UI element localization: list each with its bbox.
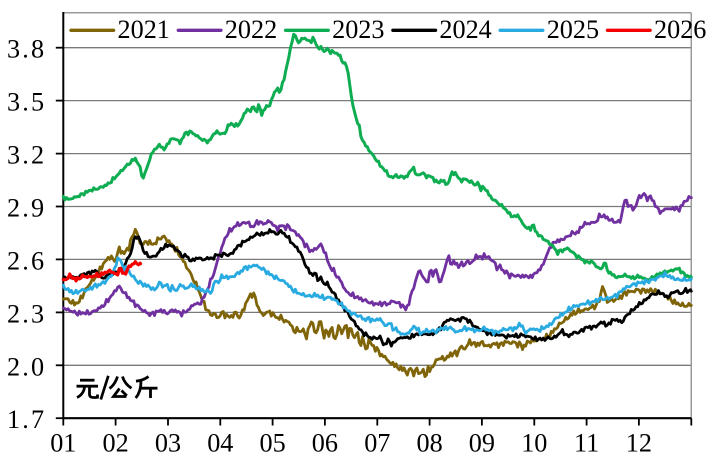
svg-text:2021: 2021 xyxy=(118,15,170,44)
svg-text:08: 08 xyxy=(417,429,443,458)
svg-text:1.7: 1.7 xyxy=(7,405,46,434)
svg-text:2025: 2025 xyxy=(547,15,599,44)
svg-text:11: 11 xyxy=(574,429,599,458)
svg-text:01: 01 xyxy=(50,429,76,458)
svg-text:3.5: 3.5 xyxy=(7,88,46,117)
svg-text:2.6: 2.6 xyxy=(7,246,46,275)
svg-text:04: 04 xyxy=(207,429,233,458)
svg-text:05: 05 xyxy=(260,429,286,458)
svg-text:03: 03 xyxy=(155,429,181,458)
svg-text:2.9: 2.9 xyxy=(7,194,46,223)
svg-text:2023: 2023 xyxy=(332,15,384,44)
svg-text:3.2: 3.2 xyxy=(7,141,46,170)
svg-text:2026: 2026 xyxy=(654,15,706,44)
svg-text:2024: 2024 xyxy=(439,15,491,44)
svg-text:2.0: 2.0 xyxy=(7,352,46,381)
svg-text:10: 10 xyxy=(521,429,547,458)
svg-text:06: 06 xyxy=(312,429,338,458)
svg-text:07: 07 xyxy=(364,429,390,458)
svg-text:12: 12 xyxy=(626,429,652,458)
svg-text:09: 09 xyxy=(469,429,495,458)
svg-text:2022: 2022 xyxy=(225,15,277,44)
svg-text:3.8: 3.8 xyxy=(7,35,46,64)
svg-text:2.3: 2.3 xyxy=(7,299,46,328)
svg-text:02: 02 xyxy=(103,429,129,458)
